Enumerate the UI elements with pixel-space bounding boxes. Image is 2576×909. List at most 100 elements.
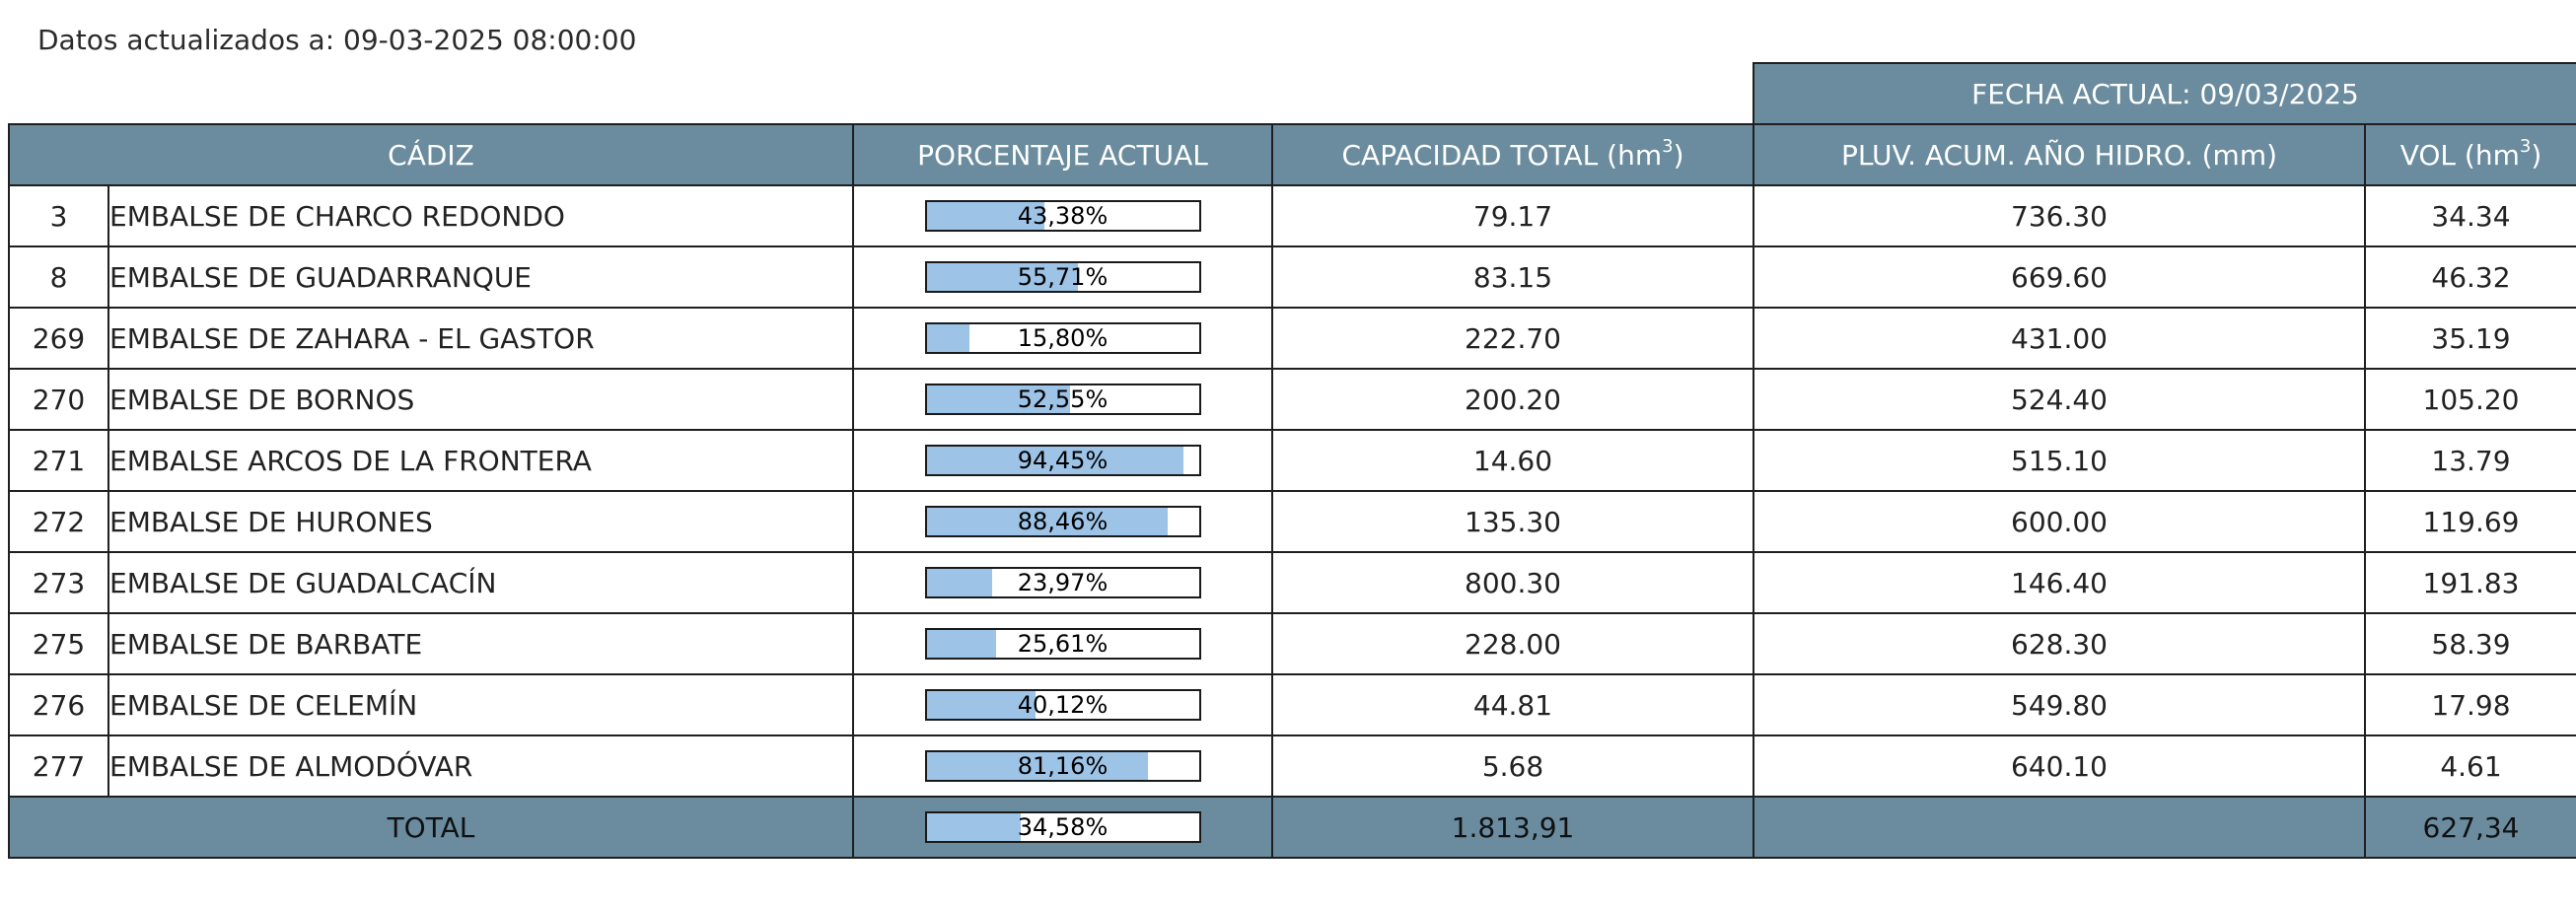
percentage-bar: 81,16% [924,750,1201,782]
percentage-bar: 43,38% [924,200,1201,232]
volume-value: 35.19 [2364,307,2576,370]
capacity-value: 228.00 [1271,612,1754,675]
reservoir-id: 3 [8,184,109,247]
percentage-bar-fill [926,324,970,352]
reservoir-id: 272 [8,490,109,553]
capacity-value: 14.60 [1271,429,1754,492]
percentage-label: 23,97% [1017,569,1109,596]
table-row: 276 EMBALSE DE CELEMÍN 40,12% 44.81 549.80 17… [8,673,2576,736]
percentage-bar: 34,58% [924,811,1201,843]
total-volume: 627,34 [2364,796,2576,859]
reservoir-id: 276 [8,673,109,736]
table-row: 3 EMBALSE DE CHARCO REDONDO 43,38% 79.17 736… [8,184,2576,247]
percentage-label: 25,61% [1017,630,1109,658]
percentage-header: PORCENTAJE ACTUAL [852,123,1273,186]
capacity-header: CAPACIDAD TOTAL (hm3) [1271,123,1754,186]
percentage-bar-fill [926,813,1021,841]
reservoir-id: 273 [8,551,109,614]
reservoir-name: EMBALSE DE GUADARRANQUE [107,245,854,309]
reservoir-name: EMBALSE DE GUADALCACÍN [107,551,854,614]
percentage-label: 43,38% [1017,202,1109,230]
percentage-bar: 88,46% [924,506,1201,537]
volume-value: 13.79 [2364,429,2576,492]
capacity-value: 44.81 [1271,673,1754,736]
capacity-value: 222.70 [1271,307,1754,370]
rainfall-value: 628.30 [1753,612,2366,675]
percentage-bar-fill [926,569,992,596]
percentage-cell: 43,38% [852,184,1273,247]
reservoir-id: 8 [8,245,109,309]
percentage-bar: 55,71% [924,261,1201,293]
percentage-bar: 94,45% [924,445,1201,476]
rainfall-value: 600.00 [1753,490,2366,553]
rainfall-value: 524.40 [1753,368,2366,431]
percentage-cell: 23,97% [852,551,1273,614]
percentage-bar: 25,61% [924,628,1201,660]
rainfall-value: 549.80 [1753,673,2366,736]
percentage-label: 40,12% [1017,691,1109,719]
reservoir-name: EMBALSE DE CHARCO REDONDO [107,184,854,247]
table-row: 270 EMBALSE DE BORNOS 52,55% 200.20 524.40 10… [8,368,2576,431]
reservoir-name: EMBALSE DE BARBATE [107,612,854,675]
rainfall-value: 736.30 [1753,184,2366,247]
reservoir-id: 270 [8,368,109,431]
percentage-cell: 25,61% [852,612,1273,675]
percentage-label: 15,80% [1017,324,1109,352]
table-row: 271 EMBALSE ARCOS DE LA FRONTERA 94,45% 14.… [8,429,2576,492]
capacity-value: 135.30 [1271,490,1754,553]
reservoir-name: EMBALSE ARCOS DE LA FRONTERA [107,429,854,492]
percentage-cell: 94,45% [852,429,1273,492]
volume-value: 119.69 [2364,490,2576,553]
table-row: 8 EMBALSE DE GUADARRANQUE 55,71% 83.15 669.6… [8,245,2576,309]
total-label: TOTAL [8,796,854,859]
volume-value: 191.83 [2364,551,2576,614]
reservoir-name: EMBALSE DE BORNOS [107,368,854,431]
percentage-bar: 15,80% [924,322,1201,354]
volume-value: 4.61 [2364,734,2576,798]
current-date-header: FECHA ACTUAL: 09/03/2025 [1753,62,2576,125]
rainfall-value: 669.60 [1753,245,2366,309]
total-rainfall [1753,796,2366,859]
capacity-value: 200.20 [1271,368,1754,431]
percentage-bar-fill [926,752,1148,780]
capacity-value: 800.30 [1271,551,1754,614]
total-capacity: 1.813,91 [1271,796,1754,859]
header-spacer [9,63,1753,124]
volume-header: VOL (hm3) [2364,123,2576,186]
rainfall-value: 431.00 [1753,307,2366,370]
percentage-label: 55,71% [1017,263,1109,291]
percentage-label: 94,45% [1017,447,1109,474]
percentage-cell: 81,16% [852,734,1273,798]
volume-value: 46.32 [2364,245,2576,309]
reservoir-id: 269 [8,307,109,370]
reservoir-name: EMBALSE DE CELEMÍN [107,673,854,736]
percentage-bar: 40,12% [924,689,1201,721]
total-percentage-cell: 34,58% [852,796,1273,859]
table-row: 273 EMBALSE DE GUADALCACÍN 23,97% 800.30 146… [8,551,2576,614]
table-row: 275 EMBALSE DE BARBATE 25,61% 228.00 628.30 5… [8,612,2576,675]
percentage-bar-fill [926,385,1070,413]
volume-value: 105.20 [2364,368,2576,431]
percentage-bar: 23,97% [924,567,1201,598]
percentage-bar-fill [926,508,1168,535]
percentage-label: 52,55% [1017,385,1109,413]
rainfall-header: PLUV. ACUM. AÑO HIDRO. (mm) [1753,123,2366,186]
total-row: TOTAL 34,58% 1.813,91 627,34 [8,796,2576,859]
percentage-bar-fill [926,263,1079,291]
volume-value: 34.34 [2364,184,2576,247]
capacity-value: 79.17 [1271,184,1754,247]
reservoir-name: EMBALSE DE ZAHARA - EL GASTOR [107,307,854,370]
rainfall-value: 640.10 [1753,734,2366,798]
reservoir-name: EMBALSE DE HURONES [107,490,854,553]
rainfall-value: 146.40 [1753,551,2366,614]
reservoir-name: EMBALSE DE ALMODÓVAR [107,734,854,798]
percentage-bar-fill [926,447,1184,474]
percentage-cell: 88,46% [852,490,1273,553]
table-row: 277 EMBALSE DE ALMODÓVAR 81,16% 5.68 640.10 4… [8,734,2576,798]
percentage-label: 88,46% [1017,508,1109,535]
province-header: CÁDIZ [8,123,854,186]
percentage-cell: 55,71% [852,245,1273,309]
percentage-bar-fill [926,630,997,658]
volume-value: 17.98 [2364,673,2576,736]
data-updated-timestamp: Datos actualizados a: 09-03-2025 08:00:0… [37,24,637,56]
